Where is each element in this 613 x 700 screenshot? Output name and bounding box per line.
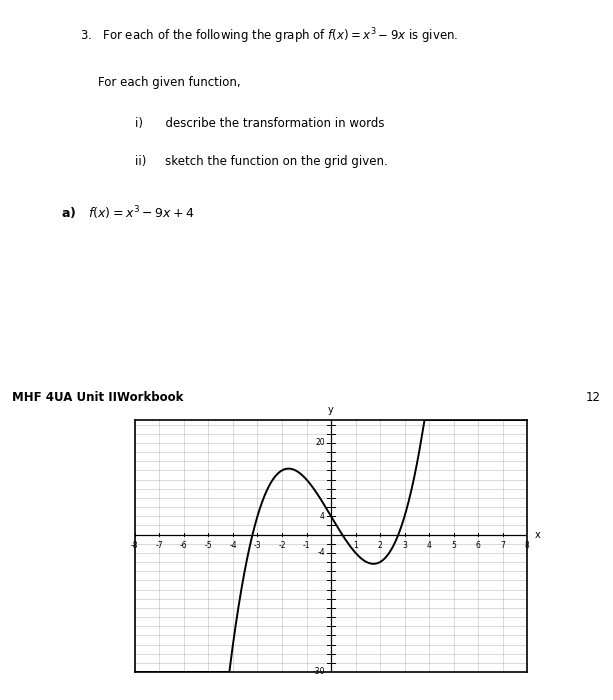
Text: 20: 20	[315, 438, 325, 447]
Text: -6: -6	[180, 541, 188, 550]
Text: i)      describe the transformation in words: i) describe the transformation in words	[135, 117, 384, 130]
Text: x: x	[535, 529, 540, 540]
Text: -3: -3	[254, 541, 261, 550]
Text: -7: -7	[156, 541, 163, 550]
Text: 3.   For each of the following the graph of $f(x)=x^3-9x$ is given.: 3. For each of the following the graph o…	[80, 27, 458, 46]
Text: 8: 8	[525, 541, 530, 550]
Text: -2: -2	[278, 541, 286, 550]
Text: -4: -4	[229, 541, 237, 550]
Text: -8: -8	[131, 541, 139, 550]
Text: -4: -4	[318, 548, 325, 557]
Text: -30: -30	[313, 668, 325, 676]
Text: For each given function,: For each given function,	[98, 76, 241, 89]
Text: 12: 12	[586, 391, 601, 404]
Text: 4: 4	[320, 512, 325, 521]
Text: 2: 2	[378, 541, 383, 550]
Text: 4: 4	[427, 541, 432, 550]
Text: 1: 1	[353, 541, 358, 550]
Text: ii)     sketch the function on the grid given.: ii) sketch the function on the grid give…	[135, 155, 387, 168]
Text: 7: 7	[500, 541, 505, 550]
Text: a)   $f(x)=x^3-9x+4$: a) $f(x)=x^3-9x+4$	[61, 204, 194, 222]
Text: y: y	[328, 405, 334, 415]
Text: -5: -5	[205, 541, 212, 550]
Text: MHF 4UA Unit IIWorkbook: MHF 4UA Unit IIWorkbook	[12, 391, 184, 404]
Text: 5: 5	[451, 541, 456, 550]
Text: 3: 3	[402, 541, 407, 550]
Text: 6: 6	[476, 541, 481, 550]
Text: -1: -1	[303, 541, 310, 550]
